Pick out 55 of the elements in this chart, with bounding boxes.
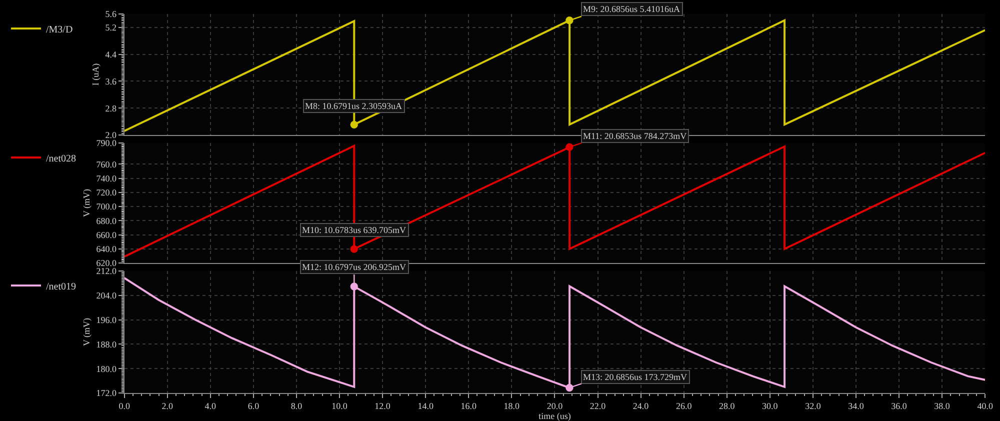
y-tick-label: 700.0 [96, 202, 118, 212]
x-tick-label: 18.0 [504, 400, 520, 411]
y-tick-label: 4.4 [105, 49, 118, 60]
x-tick-label: 26.0 [676, 400, 692, 411]
legend-label: /M3/D [46, 24, 73, 36]
y-axis-title: V (mV) [82, 318, 92, 346]
y-tick-label: 740.0 [96, 173, 118, 184]
x-tick-label: 20.0 [546, 400, 564, 411]
x-tick-label: 10.0 [332, 400, 348, 411]
x-tick-label: 22.0 [590, 400, 606, 411]
legend-label: /net028 [46, 153, 76, 164]
y-tick-label: 760.0 [96, 159, 118, 170]
x-tick-label: 0.0 [118, 400, 130, 411]
annotation: M10: 10.6783us 639.705mV [302, 225, 407, 235]
y-axis-title: I (uA) [90, 63, 101, 86]
y-tick-label: 212.0 [96, 266, 118, 276]
x-tick-label: 12.0 [374, 400, 391, 411]
x-tick-label: 8.0 [290, 400, 303, 411]
annotation: M13: 20.6856us 173.729mV [583, 372, 688, 382]
y-tick-label: 660.0 [96, 230, 118, 240]
y-tick-label: 2.0 [105, 130, 118, 140]
x-axis-title: time (us) [538, 410, 571, 421]
x-tick-label: 34.0 [848, 400, 864, 411]
x-tick-label: 6.0 [248, 400, 260, 411]
legend-label: /net019 [46, 281, 76, 292]
y-axis-title: V (mV) [82, 188, 92, 218]
annotation: M12: 10.6797us 206.925mV [302, 262, 407, 272]
y-tick-label: 680.0 [96, 216, 118, 226]
y-tick-label: 3.6 [105, 76, 118, 86]
x-tick-label: 4.0 [204, 400, 217, 411]
y-tick-label: 204.0 [96, 290, 118, 301]
x-tick-label: 38.0 [934, 400, 950, 411]
y-tick-label: 640.0 [96, 244, 118, 254]
y-tick-label: 196.0 [96, 314, 118, 325]
annotation: M8: 10.6791us 2.30593uA [305, 101, 403, 111]
x-tick-label: 36.0 [891, 400, 908, 411]
x-tick-label: 30.0 [762, 400, 778, 411]
y-tick-label: 790.0 [96, 138, 118, 148]
y-tick-label: 5.6 [105, 9, 118, 20]
x-tick-label: 14.0 [418, 400, 434, 411]
y-tick-label: 172.0 [96, 388, 118, 398]
annotation: M11: 20.6853us 784.273mV [583, 131, 688, 141]
x-tick-label: 28.0 [718, 400, 736, 411]
annotation: M9: 20.6856us 5.41016uA [583, 4, 681, 14]
y-tick-label: 620.0 [96, 258, 118, 268]
y-tick-label: 720.0 [96, 188, 118, 198]
x-tick-label: 2.0 [162, 400, 174, 411]
x-tick-label: 24.0 [632, 400, 650, 411]
x-tick-label: 40.0 [977, 400, 994, 411]
y-tick-label: 2.8 [105, 103, 118, 114]
x-tick-label: 32.0 [805, 400, 822, 411]
y-tick-label: 180.0 [96, 364, 118, 374]
x-tick-label: 16.0 [460, 400, 478, 411]
y-tick-label: 5.2 [105, 22, 117, 33]
y-tick-label: 188.0 [96, 339, 118, 350]
